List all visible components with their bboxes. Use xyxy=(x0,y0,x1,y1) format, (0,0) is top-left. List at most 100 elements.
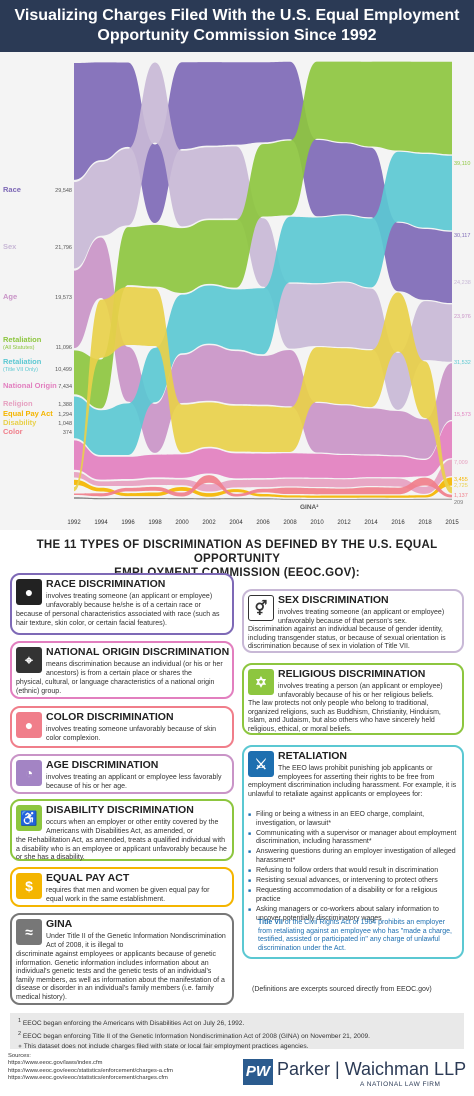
footnotes: 1 EEOC began enforcing the Americans wit… xyxy=(10,1013,464,1052)
map-pin-icon: ⌖ xyxy=(16,647,42,673)
series-start-value: 19,573 xyxy=(55,295,72,301)
card-lead: involves treating an applicant or employ… xyxy=(46,774,222,790)
title-line-1: Visualizing Charges Filed With the U.S. … xyxy=(14,7,460,24)
card-disability: ♿ DISABILITY DISCRIMINATION occurs when … xyxy=(10,799,234,861)
infographic-header: Visualizing Charges Filed With the U.S. … xyxy=(0,0,474,52)
x-tick-label: 2018 xyxy=(418,520,432,526)
series-end-value: 2,725 xyxy=(454,483,468,489)
series-label: Retaliation xyxy=(3,335,42,344)
card-lead: involves treating a person (an applicant… xyxy=(278,683,443,699)
card-text: employment discrimination including hara… xyxy=(248,782,457,798)
stream-religion xyxy=(74,459,452,494)
series-label: Color xyxy=(3,427,23,436)
card-text: because of personal characteristics asso… xyxy=(16,611,220,627)
series-label: Equal Pay Act xyxy=(3,409,53,418)
source-link[interactable]: https://www.eeoc.gov/eeoc/statistics/enf… xyxy=(8,1075,168,1082)
footnote-2: 2 EEOC began enforcing Title II of the G… xyxy=(18,1031,370,1041)
x-tick-label: 2015 xyxy=(445,520,459,526)
list-item: Asking managers or co-workers about sala… xyxy=(248,906,457,923)
stream-chart: 1992 1994 1996 1998 2000 2002 2004 2006 2008 2010… xyxy=(0,52,474,530)
card-lead: The EEO laws prohibit punishing job appl… xyxy=(278,765,435,781)
card-race: ● RACE DISCRIMINATION involves treating … xyxy=(10,573,234,635)
series-end-value: 24,238 xyxy=(454,280,471,286)
stream-gina xyxy=(74,497,452,500)
title-line-2: Opportunity Commission Since 1992 xyxy=(97,27,377,44)
card-religion: ✡ RELIGIOUS DISCRIMINATION involves trea… xyxy=(242,663,464,735)
info-dot-icon: ● xyxy=(18,1043,22,1051)
list-item: Filing or being a witness in an EEO char… xyxy=(248,811,457,828)
footnote-1-text: EEOC began enforcing the Americans with … xyxy=(22,1020,245,1028)
list-item: Refusing to follow orders that would res… xyxy=(248,867,457,876)
footnote-3-text: This dataset does not include charges fi… xyxy=(23,1043,309,1051)
series-end-value: 3,455 xyxy=(454,477,468,483)
card-title: RELIGIOUS DISCRIMINATION xyxy=(278,668,426,680)
series-sublabel: (All Statutes) xyxy=(3,345,35,351)
x-tick-label: 1992 xyxy=(67,520,81,526)
stream-sex xyxy=(74,62,452,410)
series-start-value: 374 xyxy=(63,430,72,436)
footnote-1: 1 EEOC began enforcing the Americans wit… xyxy=(18,1018,245,1028)
series-start-value: 7,434 xyxy=(58,384,72,390)
source-link[interactable]: https://www.eeoc.gov/laws/index.cfm xyxy=(8,1060,103,1067)
logo-mark: PW xyxy=(243,1059,273,1085)
series-end-value: 39,110 xyxy=(454,161,470,167)
series-end-value: 23,976 xyxy=(454,314,471,320)
series-end-value: 30,117 xyxy=(454,233,470,239)
stream-age xyxy=(74,237,452,459)
card-national-origin: ⌖ NATIONAL ORIGIN DISCRIMINATION means d… xyxy=(10,641,234,699)
logo-tagline: A NATIONAL LAW FIRM xyxy=(360,1081,441,1088)
card-lead: occurs when an employer or other entity … xyxy=(46,819,219,835)
clock-icon: ◔ xyxy=(16,760,42,786)
dna-icon: ≈ xyxy=(16,919,42,945)
x-tick-label: 2004 xyxy=(229,520,243,526)
chart-svg: 1992 1994 1996 1998 2000 2002 2004 2006 2008 2010… xyxy=(3,61,471,526)
retaliation-list: Filing or being a witness in an EEO char… xyxy=(248,811,457,925)
x-tick-label: 1994 xyxy=(94,520,108,526)
list-item: Answering questions during an employer i… xyxy=(248,848,457,865)
card-text: The law protects not only people who bel… xyxy=(248,700,441,733)
sources: Sources: https://www.eeoc.gov/laws/index… xyxy=(8,1053,173,1083)
card-text: Discrimination against an individual bec… xyxy=(248,626,446,651)
x-tick-label: 2010 xyxy=(310,520,324,526)
title-vii-bold: Title VII xyxy=(258,919,283,926)
x-tick-label: 2000 xyxy=(175,520,189,526)
logo-name: Parker | Waichman LLP xyxy=(277,1059,467,1079)
card-text: physical, cultural, or language characte… xyxy=(16,679,215,695)
source-link[interactable]: https://www.eeoc.gov/eeoc/statistics/enf… xyxy=(8,1067,173,1074)
footnote-3: ● This dataset does not include charges … xyxy=(18,1042,456,1052)
card-lead: means discrimination because an individu… xyxy=(46,661,223,677)
section-title-line-1: THE 11 TYPES OF DISCRIMINATION AS DEFINE… xyxy=(36,539,438,565)
series-start-value: 21,796 xyxy=(55,245,72,251)
title-vii-text: of the Civil Rights Act of 1964 prohibit… xyxy=(258,919,452,952)
list-item: Communicating with a supervisor or manag… xyxy=(248,830,457,847)
title-vii-note: Title VII of the Civil Rights Act of 196… xyxy=(258,919,457,953)
card-lead: involves treating someone unfavorably be… xyxy=(46,726,217,742)
crossed-swords-icon: ⚔ xyxy=(248,751,274,777)
stream-retaliation xyxy=(74,151,452,456)
card-title: EQUAL PAY ACT xyxy=(46,872,130,884)
x-tick-label: 2006 xyxy=(256,520,270,526)
series-start-value: 1,294 xyxy=(58,412,72,418)
palette-icon: ● xyxy=(16,712,42,738)
card-text: the Rehabilitation Act, as amended, trea… xyxy=(16,837,227,862)
list-item: Requesting accommodation of a disability… xyxy=(248,887,457,904)
x-tick-label: 2012 xyxy=(337,520,351,526)
card-title: RACE DISCRIMINATION xyxy=(46,578,166,590)
series-end-value: 1,137 xyxy=(454,493,468,499)
card-title: DISABILITY DISCRIMINATION xyxy=(46,804,194,816)
series-label: Sex xyxy=(3,242,17,251)
series-start-value: 29,548 xyxy=(55,188,72,194)
card-sex: ⚥ SEX DISCRIMINATION involves treating s… xyxy=(242,589,464,653)
series-end-value: 7,009 xyxy=(454,460,468,466)
x-tick-label: 1998 xyxy=(148,520,162,526)
card-title: SEX DISCRIMINATION xyxy=(278,594,389,606)
series-start-value: 11,096 xyxy=(56,345,72,351)
footnote-2-text: EEOC began enforcing Title II of the Gen… xyxy=(22,1033,370,1041)
card-color: ● COLOR DISCRIMINATION involves treating… xyxy=(10,706,234,748)
x-tick-label: 2014 xyxy=(364,520,378,526)
x-tick-label: 2002 xyxy=(202,520,216,526)
dollar-icon: $ xyxy=(16,873,42,899)
stream-color xyxy=(74,475,452,498)
series-label: National Origin xyxy=(3,381,57,390)
firm-logo: PW Parker | Waichman LLP A NATIONAL LAW … xyxy=(243,1059,468,1093)
